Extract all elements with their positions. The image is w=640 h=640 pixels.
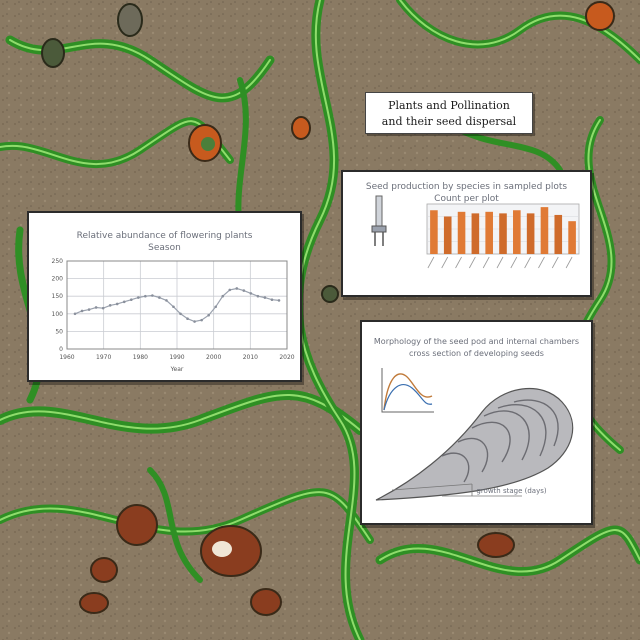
line-point [129, 298, 133, 302]
seeds [41, 1, 615, 616]
bar-category-tick [455, 256, 462, 269]
plot-frame [66, 260, 288, 350]
line-point [228, 288, 232, 292]
growth-curve-inset [381, 368, 434, 413]
x-tick-label: 1990 [169, 354, 184, 361]
line-point [73, 312, 77, 316]
diagram-subtitle: cross section of developing seeds [409, 349, 544, 358]
pipette-icon [371, 195, 387, 246]
x-tick-label: 1980 [133, 354, 148, 361]
x-tick-label: 2000 [206, 354, 221, 361]
line-point [137, 296, 140, 299]
bar-chart-subtitle: Count per plot [434, 194, 499, 204]
seed-pod-icon [375, 388, 574, 501]
bar [568, 221, 576, 254]
line-point [108, 304, 112, 307]
line-chart-panel: Relative abundance of flowering plants S… [27, 211, 302, 382]
line-point [249, 292, 253, 295]
line-point [200, 318, 203, 322]
bar-category-tick [496, 256, 504, 269]
line-point [101, 306, 105, 310]
line-point [179, 312, 182, 316]
bar-category-tick [427, 256, 435, 269]
bar-chart-title: Seed production by species in sampled pl… [365, 182, 568, 192]
line-point [122, 300, 126, 304]
bar [443, 216, 452, 254]
line-point [221, 294, 225, 298]
line-point [186, 317, 189, 321]
y-tick-label: 150 [52, 293, 64, 300]
y-tick-label: 250 [52, 258, 64, 265]
y-tick-label: 0 [59, 346, 63, 353]
bar-category-tick [524, 256, 531, 269]
bar [526, 213, 535, 254]
line-point [193, 320, 196, 323]
line-point [277, 299, 281, 302]
line-chart-title: Relative abundance of flowering plants [76, 231, 253, 241]
bar-category-tick [441, 256, 449, 269]
line-point [270, 298, 274, 302]
diagram-axis-caption: growth stage (days) [476, 487, 547, 495]
line-point [144, 294, 147, 298]
seed-pod-diagram-panel: Morphology of the seed pod and internal … [360, 320, 593, 525]
line-point [235, 287, 239, 290]
bar-category-tick [469, 256, 476, 269]
bar [540, 207, 549, 254]
line-point [165, 299, 168, 302]
bar [554, 214, 563, 254]
bar [485, 211, 493, 254]
line-point [172, 305, 175, 309]
bar [430, 210, 438, 254]
caption-note: Plants and Pollination and their seed di… [365, 92, 533, 134]
line-point [263, 296, 267, 299]
line-point [158, 296, 161, 299]
bar [513, 210, 521, 254]
line-point [207, 313, 210, 317]
bar [471, 213, 480, 254]
x-tick-label: 2010 [243, 354, 258, 361]
x-tick-label: 1970 [96, 354, 111, 361]
line-point [214, 305, 217, 309]
x-tick-label: 1960 [59, 354, 74, 361]
line-point [115, 302, 119, 306]
line-chart-subtitle: Season [148, 243, 181, 253]
line-point [87, 308, 91, 311]
caption-line-2: and their seed dispersal [381, 115, 517, 128]
bar-chart-panel: Seed production by species in sampled pl… [341, 170, 592, 297]
line-point [151, 294, 154, 297]
caption-line-1: Plants and Pollination [388, 99, 510, 112]
bar [457, 211, 466, 254]
line-point [256, 294, 260, 298]
bar [499, 213, 507, 254]
x-axis-label: Year [170, 366, 184, 373]
bar-chart [426, 203, 580, 269]
y-tick-label: 200 [52, 276, 64, 283]
bar-category-tick [510, 256, 518, 269]
line-point [242, 289, 246, 292]
y-tick-label: 100 [52, 311, 64, 318]
bar-category-tick [482, 256, 490, 269]
x-tick-label: 2020 [279, 354, 294, 361]
bar-category-tick [565, 256, 573, 269]
diagram-title: Morphology of the seed pod and internal … [373, 337, 580, 346]
line-point [94, 306, 98, 309]
bar-category-tick [538, 256, 545, 269]
bar-category-tick [551, 256, 559, 269]
line-point [80, 309, 84, 313]
y-tick-label: 50 [55, 328, 63, 335]
